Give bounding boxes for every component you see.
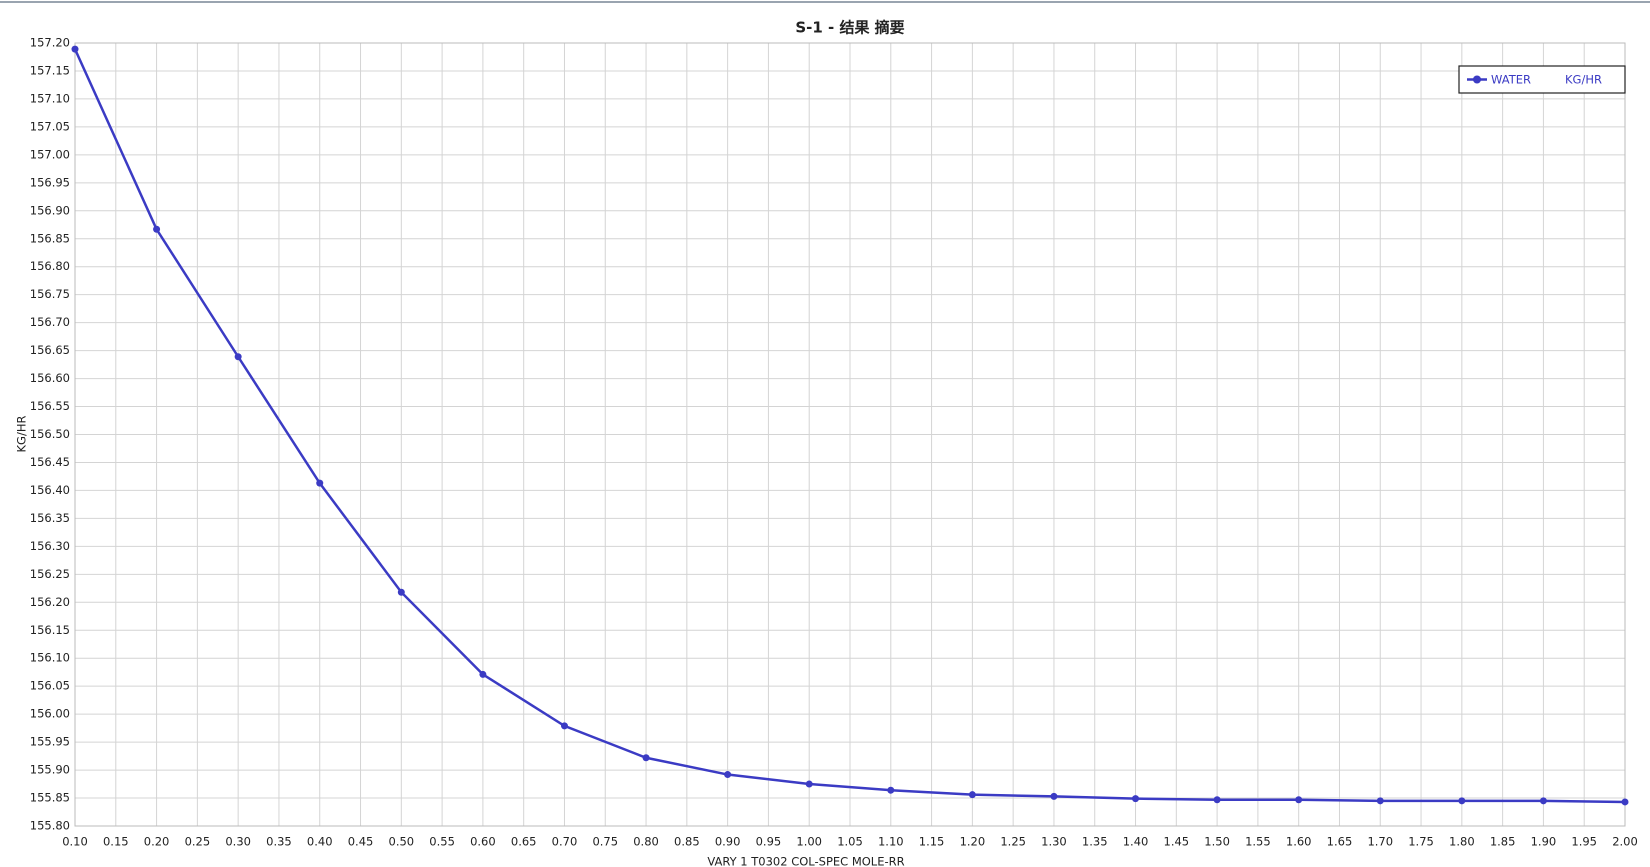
y-tick-label: 156.05 [30,679,70,693]
x-tick-label: 1.65 [1327,835,1353,849]
point [968,791,976,799]
x-tick-label: 1.10 [878,835,904,849]
point [153,225,161,233]
y-axis-label: KG/HR [15,416,29,453]
x-tick-label: 0.35 [266,835,292,849]
y-tick-label: 156.00 [30,707,70,721]
x-tick-label: 1.75 [1408,835,1434,849]
x-tick-label: 1.30 [1041,835,1067,849]
point [397,588,405,596]
x-tick-label: 0.10 [62,835,88,849]
point [1213,796,1221,804]
y-tick-label: 156.85 [30,231,70,245]
x-tick-label: 0.80 [633,835,659,849]
y-tick-label: 156.10 [30,651,70,665]
x-tick-label: 1.80 [1449,835,1475,849]
x-tick-label: 0.20 [144,835,170,849]
x-tick-label: 0.60 [470,835,496,849]
y-tick-label: 157.00 [30,147,70,161]
x-tick-label: 1.45 [1164,835,1190,849]
y-tick-label: 157.05 [30,119,70,133]
x-tick-label: 1.50 [1204,835,1230,849]
point [1621,798,1629,806]
x-tick-label: 1.05 [837,835,863,849]
x-tick-label: 1.85 [1490,835,1516,849]
x-tick-label: 0.70 [552,835,578,849]
point [724,771,732,779]
x-tick-label: 1.70 [1367,835,1393,849]
x-tick-label: 2.00 [1612,835,1638,849]
x-tick-label: 0.25 [185,835,211,849]
legend-marker [1473,75,1481,84]
plot-frame [74,42,1626,827]
x-tick-label: 0.15 [103,835,129,849]
x-tick-label: 1.00 [796,835,822,849]
y-tick-label: 156.55 [30,399,70,413]
chart-title: S-1 - 结果 摘要 [795,19,904,37]
x-tick-label: 0.45 [348,835,374,849]
point [887,786,895,794]
y-tick-label: 157.10 [30,91,70,105]
x-tick-label: 0.75 [592,835,618,849]
y-tick-label: 156.45 [30,455,70,469]
x-tick-label: 1.60 [1286,835,1312,849]
point [234,353,242,361]
legend-label: WATER [1491,73,1531,87]
x-tick-label: 1.95 [1571,835,1597,849]
x-tick-label: 1.15 [919,835,945,849]
point [1539,797,1547,805]
y-tick-label: 155.95 [30,735,70,749]
y-tick-label: 156.50 [30,427,70,441]
y-tick-label: 156.65 [30,343,70,357]
x-tick-label: 1.90 [1531,835,1557,849]
y-tick-label: 156.75 [30,287,70,301]
x-tick-label: 0.55 [429,835,455,849]
point [71,45,79,53]
point [1050,792,1058,800]
y-tick-label: 156.25 [30,567,70,581]
y-tick-label: 155.80 [30,819,70,833]
x-tick-label: 1.55 [1245,835,1271,849]
legend-unit: KG/HR [1565,73,1602,87]
y-tick-label: 157.20 [30,36,70,50]
x-tick-label: 0.85 [674,835,700,849]
x-tick-label: 1.25 [1000,835,1026,849]
y-tick-label: 155.85 [30,791,70,805]
y-tick-label: 156.70 [30,315,70,329]
point [479,670,487,678]
point [1376,797,1384,805]
point [1132,795,1140,803]
y-tick-label: 156.15 [30,623,70,637]
y-tick-label: 156.40 [30,483,70,497]
y-tick-label: 156.60 [30,371,70,385]
y-tick-label: 156.80 [30,259,70,273]
y-tick-label: 156.35 [30,511,70,525]
line [73,48,1626,804]
x-tick-label: 0.65 [511,835,537,849]
y-tick-label: 156.20 [30,595,70,609]
y-tick-label: 155.90 [30,763,70,777]
x-tick-label: 0.90 [715,835,741,849]
point [1458,797,1466,805]
y-tick-label: 157.15 [30,63,70,77]
x-tick-label: 0.40 [307,835,333,849]
y-tick-label: 156.30 [30,539,70,553]
point [805,780,813,788]
x-tick-label: 0.50 [389,835,415,849]
x-tick-label: 0.30 [225,835,251,849]
point [560,722,568,730]
x-tick-label: 0.95 [756,835,782,849]
y-tick-label: 156.95 [30,175,70,189]
x-tick-label: 1.20 [960,835,986,849]
point [1295,796,1303,804]
point [642,754,650,762]
x-tick-label: 1.40 [1123,835,1149,849]
y-tick-label: 156.90 [30,203,70,217]
x-tick-label: 1.35 [1082,835,1108,849]
point [316,479,324,487]
x-axis-label: VARY 1 T0302 COL-SPEC MOLE-RR [707,855,904,867]
